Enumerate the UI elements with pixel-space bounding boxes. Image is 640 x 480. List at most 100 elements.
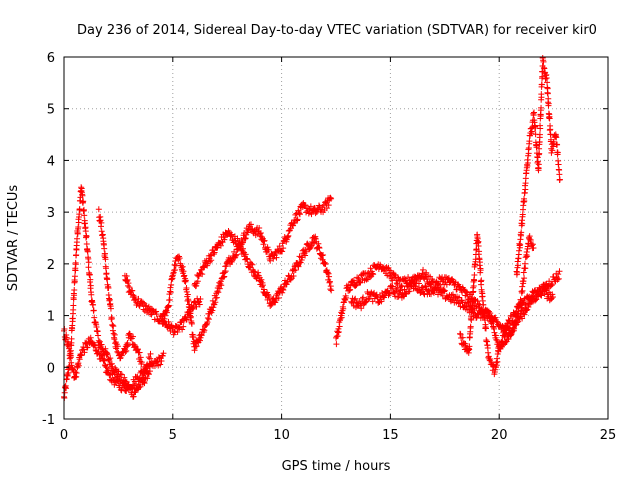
- data-point: [74, 235, 81, 242]
- data-point: [126, 284, 133, 291]
- data-point: [419, 270, 426, 277]
- data-point: [373, 291, 380, 298]
- data-point: [84, 344, 91, 351]
- data-point: [423, 276, 430, 283]
- data-point: [144, 375, 151, 382]
- data-point: [107, 305, 114, 312]
- data-point: [536, 131, 543, 138]
- data-point: [258, 283, 265, 290]
- data-point: [548, 282, 555, 289]
- data-point: [489, 318, 496, 325]
- data-point: [118, 371, 125, 378]
- data-point: [61, 389, 68, 396]
- data-point: [462, 340, 469, 347]
- data-point: [218, 282, 225, 289]
- data-point: [75, 219, 82, 226]
- data-point: [76, 206, 83, 213]
- gridlines: [64, 57, 608, 419]
- data-points: [61, 54, 563, 401]
- data-point: [95, 337, 102, 344]
- data-point: [514, 262, 521, 269]
- data-point: [502, 339, 509, 346]
- data-point: [457, 331, 464, 338]
- data-point: [542, 69, 549, 76]
- data-point: [166, 296, 173, 303]
- data-point: [549, 147, 556, 154]
- data-point: [80, 198, 87, 205]
- series-track-e: [158, 194, 335, 354]
- data-point: [153, 311, 160, 318]
- data-point: [475, 243, 482, 250]
- data-point: [514, 310, 521, 317]
- data-point: [394, 281, 401, 288]
- data-point: [362, 299, 369, 306]
- data-point: [545, 100, 552, 107]
- data-point: [366, 295, 373, 302]
- data-point: [197, 337, 203, 344]
- data-point: [248, 221, 254, 228]
- data-point: [111, 331, 118, 338]
- data-point: [347, 286, 354, 293]
- data-point: [260, 241, 267, 248]
- data-point: [482, 325, 489, 332]
- data-point: [477, 267, 484, 274]
- data-point: [402, 291, 409, 298]
- data-point: [449, 291, 456, 298]
- data-point: [103, 349, 110, 356]
- data-point: [360, 294, 367, 301]
- data-point: [118, 352, 125, 359]
- data-point: [303, 248, 310, 255]
- data-point: [228, 232, 235, 239]
- data-point: [302, 252, 309, 259]
- data-point: [441, 287, 448, 294]
- data-point: [149, 306, 156, 313]
- data-point: [74, 230, 81, 237]
- data-point: [139, 299, 146, 306]
- data-point: [183, 316, 190, 323]
- data-point: [95, 206, 102, 213]
- data-point: [243, 255, 250, 262]
- data-point: [252, 227, 259, 234]
- data-point: [389, 283, 396, 290]
- data-point: [385, 264, 392, 271]
- data-point: [259, 282, 266, 289]
- data-point: [131, 342, 138, 349]
- data-point: [407, 284, 414, 291]
- data-point: [521, 189, 528, 196]
- data-point: [481, 317, 488, 324]
- data-point: [114, 343, 121, 350]
- data-point: [196, 301, 203, 308]
- data-point: [524, 253, 531, 260]
- data-point: [124, 342, 131, 349]
- data-point: [397, 287, 404, 294]
- data-point: [476, 248, 483, 255]
- data-point: [538, 81, 545, 88]
- data-point: [160, 350, 167, 357]
- data-point: [320, 252, 327, 259]
- data-point: [141, 380, 148, 387]
- data-point: [72, 267, 79, 274]
- data-point: [555, 271, 562, 278]
- data-point: [553, 134, 560, 141]
- data-point: [297, 259, 304, 266]
- data-point: [522, 302, 529, 309]
- data-point: [520, 310, 527, 317]
- data-point: [544, 90, 551, 97]
- data-point: [244, 256, 251, 263]
- data-point: [549, 291, 556, 298]
- data-point: [122, 348, 129, 355]
- data-point: [188, 320, 195, 327]
- data-point: [257, 229, 264, 236]
- data-point: [292, 211, 299, 218]
- data-point: [307, 203, 314, 210]
- data-point: [292, 266, 299, 273]
- data-point: [294, 216, 301, 223]
- data-point: [295, 263, 302, 270]
- data-point: [199, 271, 206, 278]
- data-point: [523, 307, 530, 314]
- data-point: [326, 273, 333, 280]
- data-point: [110, 323, 117, 330]
- data-point: [349, 278, 356, 285]
- data-point: [175, 323, 182, 330]
- data-point: [522, 186, 529, 193]
